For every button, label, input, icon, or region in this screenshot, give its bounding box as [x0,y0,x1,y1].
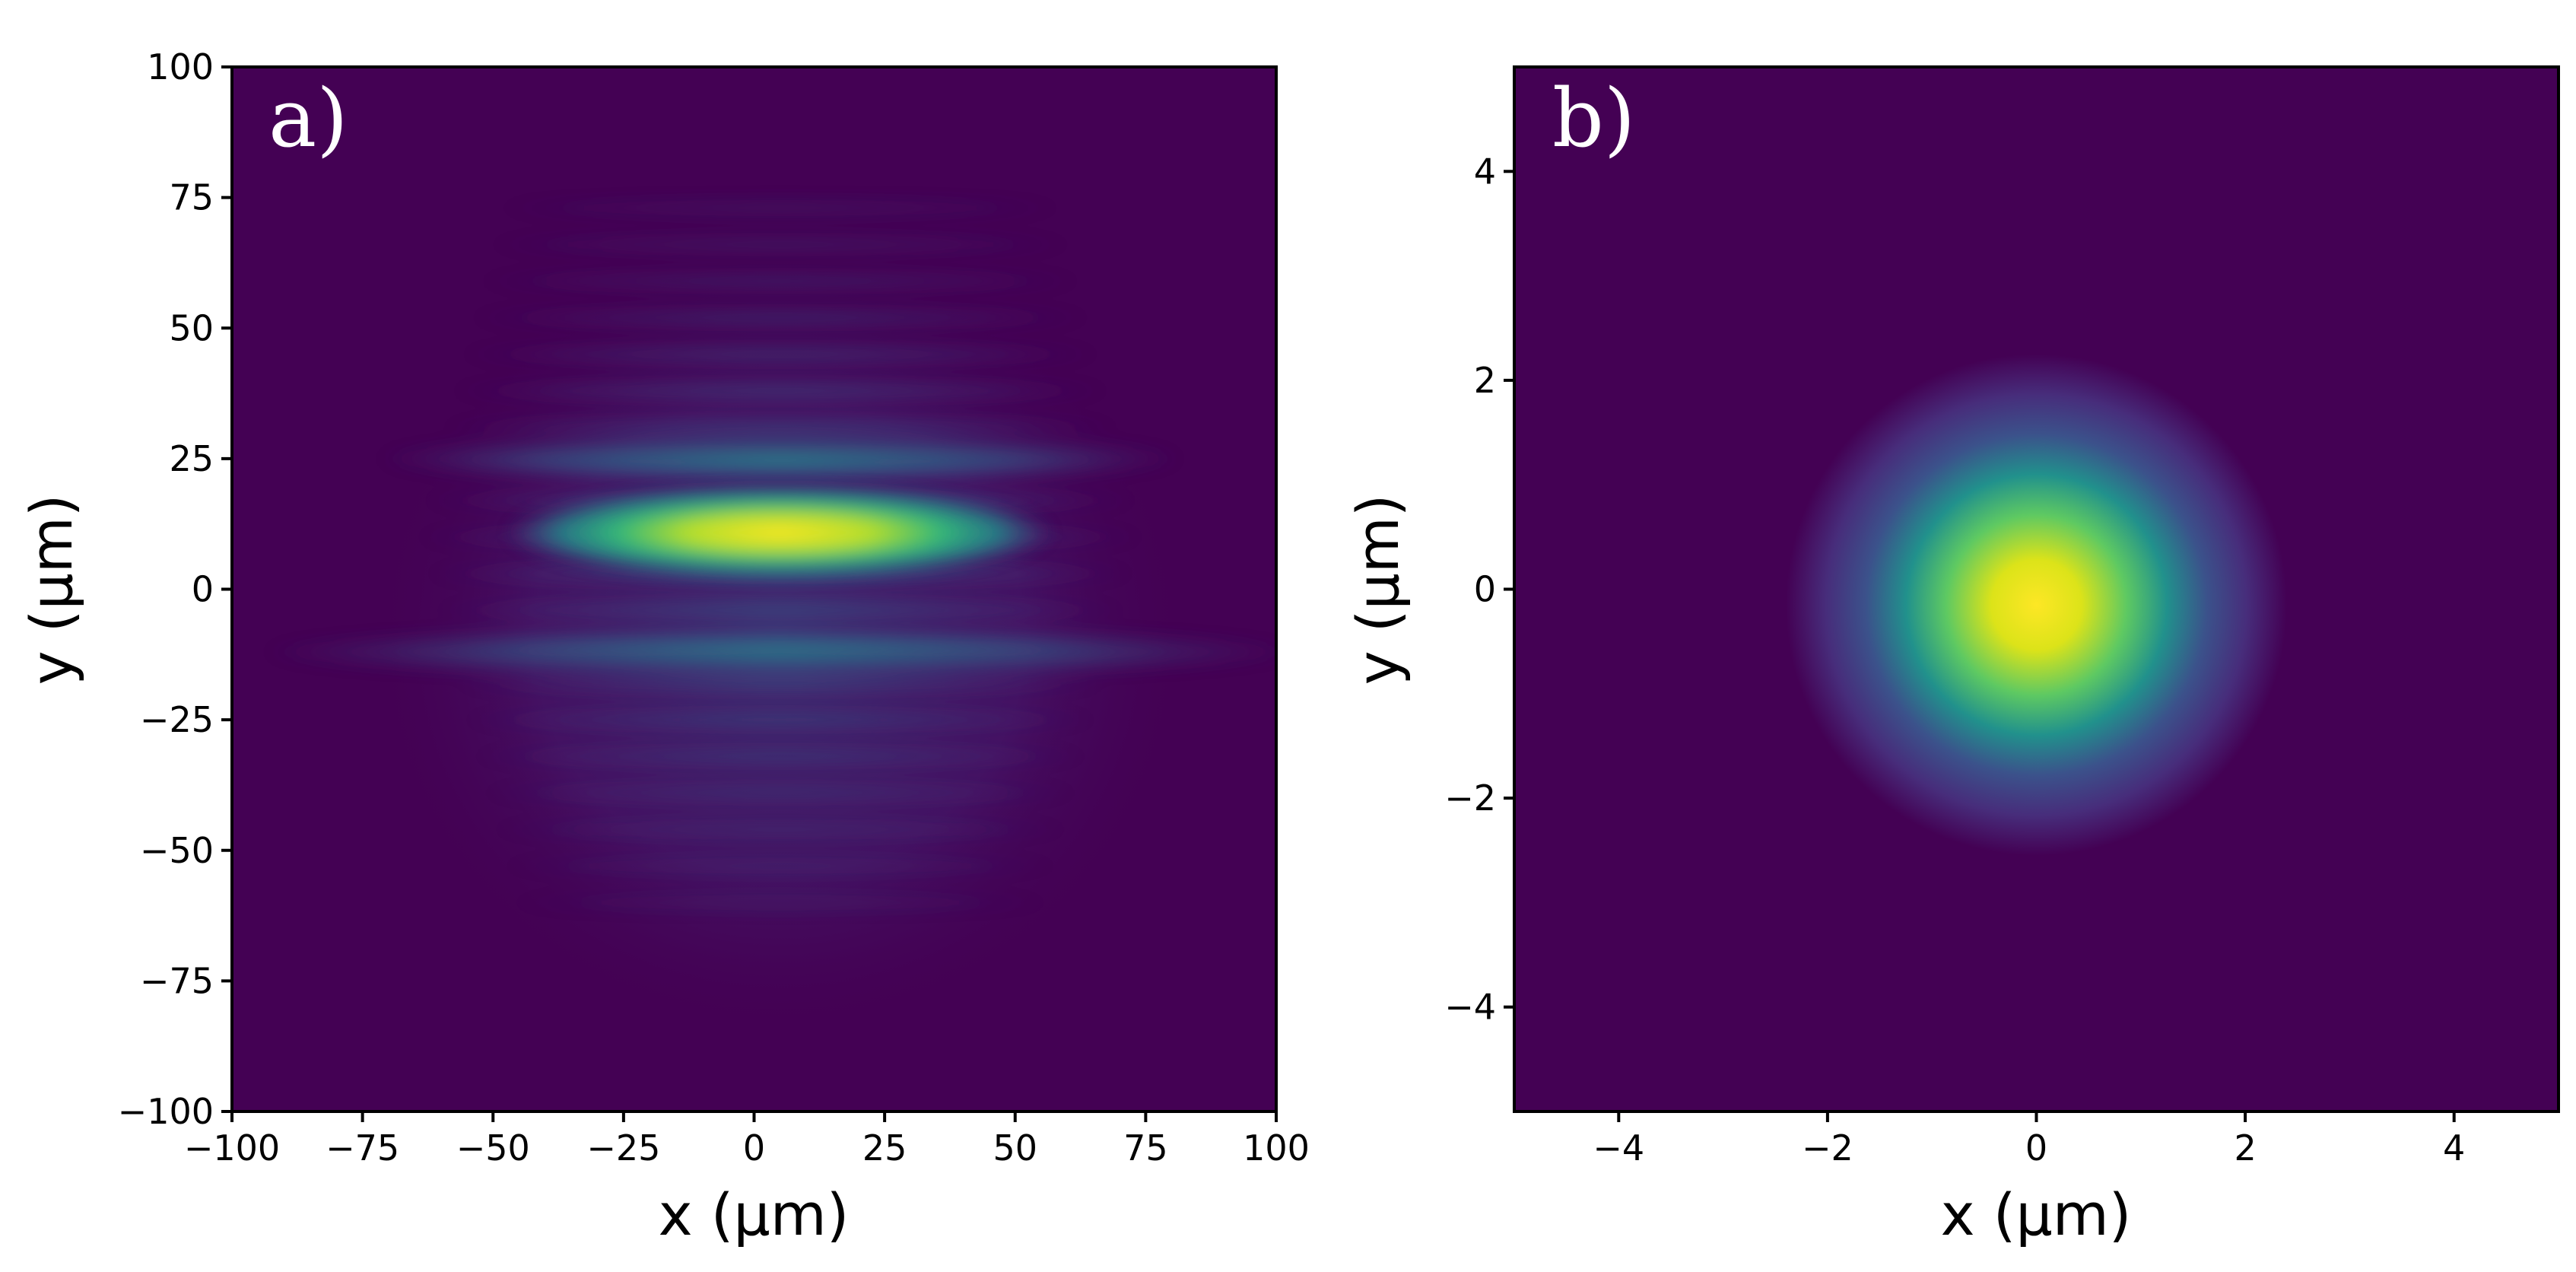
x-tick-label-a: 50 [993,1127,1037,1169]
y-tick-label-a: 75 [169,177,214,218]
heatmap-a-fringe [263,625,1276,678]
y-axis-label-a: y (µm) [17,494,85,685]
heatmap-a-outer-fringe [507,893,1053,912]
heatmap-a-fringe [378,432,1183,485]
heatmap-a-outer-fringe [453,674,1108,693]
heatmap-a-outer-fringe [471,747,1090,766]
x-tick-label-b: −2 [1802,1127,1853,1169]
y-tick-label-a: −50 [140,830,214,871]
heatmap-b-intensity [1785,354,2288,856]
x-tick-label-a: −25 [586,1127,660,1169]
panel-a: −100 −75 −50 −25 0 25 50 75 100 −100 −75 −50 −25 0 25… [17,46,1310,1248]
y-tick-label-a: −75 [140,960,214,1001]
x-axis-a: −100 −75 −50 −25 0 25 50 75 100 [184,1111,1310,1169]
y-tick-label-a: −100 [118,1091,214,1132]
y-axis-a: −100 −75 −50 −25 0 25 50 75 100 [118,46,232,1132]
y-tick-label-a: 50 [169,307,214,348]
panel-label-b: b) [1552,72,1635,165]
heatmap-a-outer-fringe [498,857,1062,876]
panel-label-a: a) [268,72,348,165]
heatmap-b-spot [1785,354,2288,856]
heatmap-a-outer-fringe [495,199,1065,218]
y-tick-label-a: 0 [192,569,214,610]
x-tick-label-b: −4 [1593,1127,1644,1169]
y-axis-label-b: y (µm) [1344,494,1412,685]
y-tick-label-b: 4 [1474,151,1496,192]
y-tick-label-b: −2 [1444,778,1496,819]
y-tick-label-a: −25 [140,699,214,740]
x-tick-label-a: −75 [326,1127,399,1169]
x-tick-label-b: 4 [2443,1127,2465,1169]
y-tick-label-b: 0 [1474,569,1496,610]
heatmap-a-outer-fringe [434,600,1126,619]
heatmap-a-outer-fringe [477,272,1083,291]
x-axis-label-b: x (µm) [1941,1181,2132,1248]
heatmap-a-outer-fringe [459,345,1102,364]
y-tick-label-a: 100 [147,46,214,87]
heatmap-a-intensity [263,199,1276,1035]
x-tick-label-b: 2 [2234,1127,2256,1169]
panel-b: −4 −2 0 2 4 −4 −2 0 2 4 b) x (µm) y (µm) [1344,65,2560,1248]
heatmap-a-outer-fringe [468,308,1093,327]
x-axis-label-a: x (µm) [659,1181,850,1248]
heatmap-a-outer-fringe [489,820,1072,839]
x-tick-label-b: 0 [2025,1127,2047,1169]
x-axis-b: −4 −2 0 2 4 [1593,1111,2465,1169]
y-tick-label-b: 2 [1474,360,1496,401]
x-tick-label-a: 100 [1243,1127,1310,1169]
x-tick-label-a: −100 [184,1127,280,1169]
heatmap-a-outer-fringe [486,235,1074,254]
x-tick-label-a: −50 [456,1127,530,1169]
heatmap-a-outer-fringe [449,381,1111,400]
x-tick-label-a: 25 [862,1127,907,1169]
y-tick-label-b: −4 [1444,987,1496,1028]
y-tick-label-a: 25 [169,438,214,479]
heatmap-a-outer-fringe [480,784,1081,803]
x-tick-label-a: 75 [1123,1127,1168,1169]
x-tick-label-a: 0 [743,1127,765,1169]
heatmap-a-outer-fringe [440,418,1120,437]
heatmap-a-outer-fringe [462,711,1099,730]
y-axis-b: −4 −2 0 2 4 [1444,151,1514,1028]
heatmap-a-central-fringe [506,485,1053,580]
